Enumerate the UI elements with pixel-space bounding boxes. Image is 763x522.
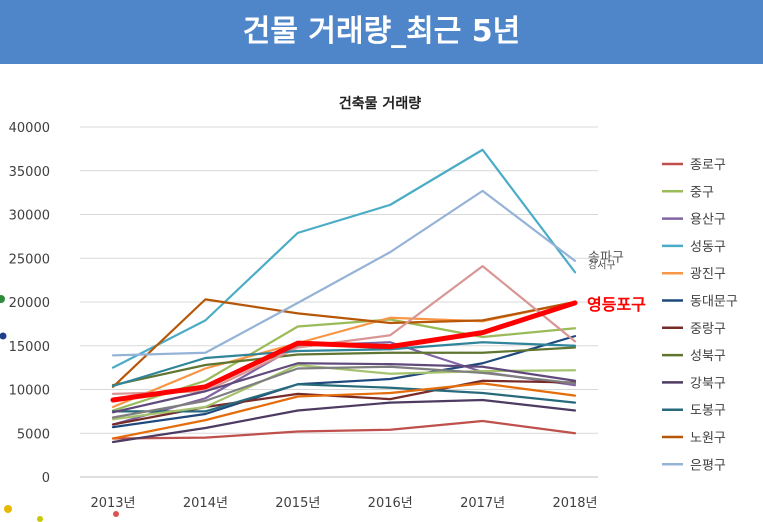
y-tick-label: 25000 xyxy=(9,252,50,267)
x-tick-label: 2013년 xyxy=(90,496,135,511)
gridlines xyxy=(80,126,598,478)
y-tick-label: 0 xyxy=(42,471,50,486)
y-tick-label: 15000 xyxy=(9,340,50,355)
series-line xyxy=(111,189,577,357)
legend-label: 강북구 xyxy=(690,376,726,391)
series-line xyxy=(111,419,577,440)
legend-label: 중랑구 xyxy=(690,322,726,337)
series-line xyxy=(110,300,578,403)
y-tick-label: 20000 xyxy=(9,296,50,311)
legend-label: 성동구 xyxy=(690,240,726,255)
legend-label: 성북구 xyxy=(690,349,726,364)
y-tick-label: 10000 xyxy=(9,384,50,399)
series-line xyxy=(111,318,577,412)
annotation-label: 영등포구 xyxy=(587,295,646,314)
legend-label: 중구 xyxy=(690,185,714,200)
annotation-label: 강서구 xyxy=(588,259,616,271)
legend-label: 동대문구 xyxy=(690,295,738,310)
page-title: 건물 거래량_최근 5년 xyxy=(242,14,521,49)
y-tick-label: 30000 xyxy=(9,209,50,224)
x-axis: 2013년 2014년 2015년 2016년 2017년 2018년 xyxy=(90,496,597,511)
series-line xyxy=(111,383,577,413)
series-line xyxy=(111,398,577,444)
series-line xyxy=(111,346,577,387)
green-dot-decoration xyxy=(0,295,5,303)
series-line xyxy=(111,365,577,419)
x-tick-label: 2014년 xyxy=(183,496,228,511)
x-tick-label: 2017년 xyxy=(460,496,505,511)
series-line xyxy=(111,335,577,429)
legend-label: 도봉구 xyxy=(690,404,726,419)
x-tick-label: 2015년 xyxy=(275,496,320,511)
legend-label: 용산구 xyxy=(690,213,726,228)
annotation-label: 송파구 xyxy=(588,250,624,265)
x-tick-label: 2018년 xyxy=(552,496,597,511)
header-banner xyxy=(0,0,763,64)
y-tick-label: 5000 xyxy=(17,427,50,442)
blue-dot-decoration xyxy=(0,332,7,340)
sparkle-decoration xyxy=(4,505,119,522)
series-line xyxy=(111,298,577,388)
legend-label: 종로구 xyxy=(690,158,726,173)
legend-label: 은평구 xyxy=(690,458,726,473)
series-line xyxy=(111,382,577,440)
legend-label: 광진구 xyxy=(690,267,726,282)
legend-label: 노원구 xyxy=(690,431,726,446)
series-line xyxy=(111,363,577,421)
series-group xyxy=(110,148,578,444)
series-line xyxy=(111,341,577,388)
series-line xyxy=(111,265,577,395)
y-tick-label: 35000 xyxy=(9,165,50,180)
y-tick-label: 40000 xyxy=(9,121,50,136)
series-line xyxy=(111,362,577,414)
y-axis: 0 5000 10000 15000 20000 25000 30000 35000 40000 xyxy=(9,121,50,486)
x-tick-label: 2016년 xyxy=(368,496,413,511)
series-line xyxy=(111,148,577,369)
chart-title: 건축물 거래량 xyxy=(339,95,421,112)
